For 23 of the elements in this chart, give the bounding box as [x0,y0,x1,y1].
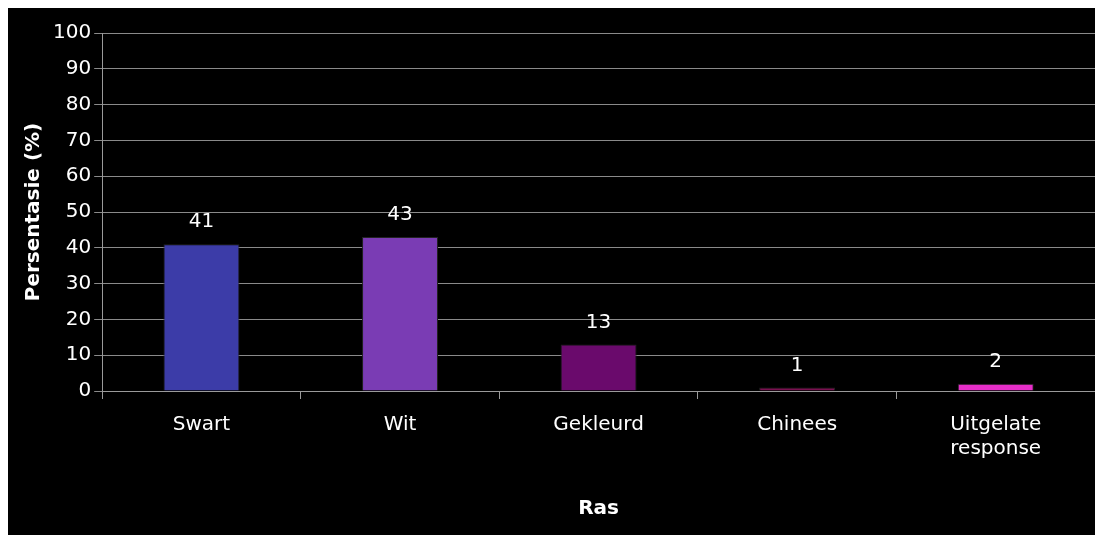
y-tick-label: 40 [65,234,92,258]
y-tick-label: 80 [65,90,92,115]
y-tick-label: 10 [65,341,92,366]
x-tick-label: Chinees [757,411,838,436]
y-tick-label: 0 [78,377,92,402]
y-axis-title: Persentasie (%) [20,122,45,302]
data-label: 1 [790,351,804,376]
x-tick-label: Swart [172,411,231,436]
x-axis-title: Ras [578,495,619,520]
x-tick-label: Gekleurd [553,411,644,436]
data-label: 41 [188,208,215,233]
y-tick-label: 20 [65,305,92,330]
y-tick-label: 90 [65,55,92,79]
data-label: 2 [989,348,1003,373]
y-tick-label: 30 [65,269,92,294]
x-tick-label: Wit [383,411,417,436]
data-label: 13 [585,308,612,333]
x-tick-label: Uitgelate response [950,411,1042,460]
y-tick-label: 100 [52,19,92,44]
y-tick-label: 70 [65,126,92,151]
data-label: 43 [387,201,413,226]
y-tick-label: 60 [65,162,92,187]
y-tick-label: 50 [65,198,92,223]
